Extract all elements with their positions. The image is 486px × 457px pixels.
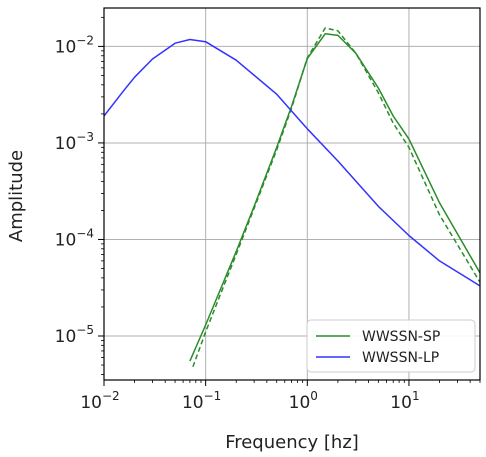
legend: WWSSN-SP WWSSN-LP xyxy=(306,319,476,373)
y-axis-label: Amplitude xyxy=(6,150,27,242)
y-tick-label: 10−4 xyxy=(55,226,94,250)
x-tick-label: 101 xyxy=(390,389,419,413)
x-tick-label: 10−2 xyxy=(80,389,119,413)
series-layer xyxy=(103,27,481,368)
ticks: 10−2 10−1 100 101 10−5 10−4 10−3 10−2 xyxy=(55,16,481,413)
legend-label-wwssn-sp: WWSSN-SP xyxy=(362,329,440,345)
y-tick-label: 10−2 xyxy=(55,33,94,57)
x-axis-label: Frequency [hz] xyxy=(225,432,359,453)
series-line-1 xyxy=(192,27,481,368)
grid xyxy=(104,8,480,380)
y-tick-label: 10−3 xyxy=(55,130,94,154)
x-tick-label: 100 xyxy=(289,389,318,413)
x-tick-label: 10−1 xyxy=(182,389,221,413)
y-tick-label: 10−5 xyxy=(55,323,94,347)
series-line-0 xyxy=(189,33,481,362)
legend-box xyxy=(306,319,476,373)
series-line-2 xyxy=(103,38,481,287)
plot-frame xyxy=(103,7,481,381)
legend-label-wwssn-lp: WWSSN-LP xyxy=(362,350,439,366)
